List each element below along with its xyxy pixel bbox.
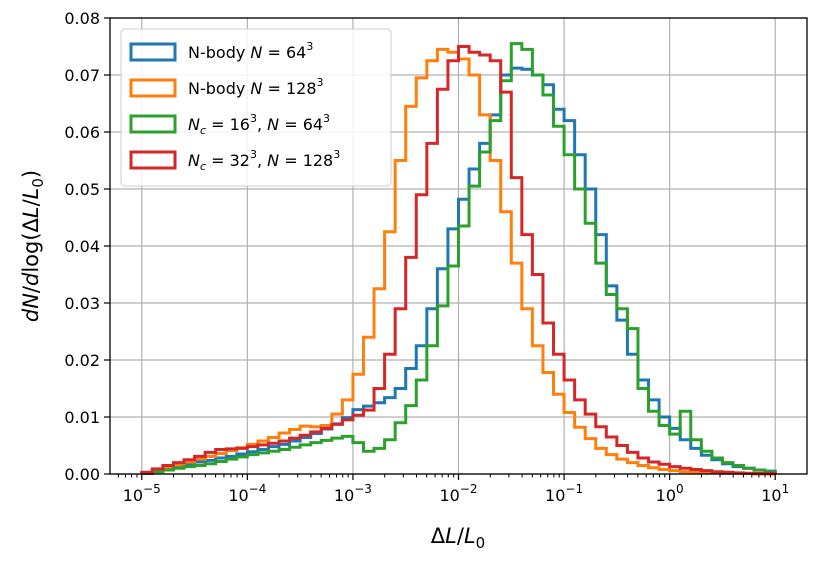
y-tick-label: 0.07 bbox=[64, 66, 100, 85]
x-tick-label: 10−1 bbox=[545, 482, 583, 505]
series-3-step-line bbox=[140, 42, 777, 475]
legend-swatch-4 bbox=[129, 150, 177, 170]
legend-label-4: Nc = 323, N = 1283 bbox=[188, 148, 340, 173]
x-tick-label: 100 bbox=[656, 482, 684, 505]
series-layer bbox=[140, 42, 777, 476]
legend-swatch-1 bbox=[129, 42, 177, 62]
y-tick-label: 0.08 bbox=[64, 9, 100, 28]
x-axis-title: ΔL/L0 bbox=[431, 524, 485, 552]
legend-swatch-3 bbox=[129, 114, 177, 134]
legend: N-body N = 643 N-body N = 1283 Nc = 163, N… bbox=[120, 28, 392, 187]
series-4-step-line bbox=[140, 45, 777, 475]
x-tick-label: 10−4 bbox=[228, 482, 266, 505]
y-tick-label: 0.03 bbox=[64, 294, 100, 313]
legend-label-3: Nc = 163, N = 643 bbox=[188, 112, 330, 137]
x-tick-label: 101 bbox=[761, 482, 789, 505]
grid-lines bbox=[110, 17, 807, 475]
y-axis-title: dN/dlog(ΔL/L0) bbox=[19, 170, 47, 322]
legend-label-1: N-body N = 643 bbox=[188, 40, 313, 62]
x-tick-label: 10−5 bbox=[123, 482, 161, 505]
x-tick-label: 10−3 bbox=[334, 482, 372, 505]
y-tick-label: 0.06 bbox=[64, 123, 100, 142]
legend-box bbox=[120, 28, 392, 187]
ticks: 10−5 10−4 10−3 10−2 10−1 100 101 0.00 0.01 0.02 0.… bbox=[64, 9, 789, 505]
legend-label-2: N-body N = 1283 bbox=[188, 76, 324, 98]
y-tick-label: 0.04 bbox=[64, 237, 100, 256]
x-tick-label: 10−2 bbox=[439, 482, 477, 505]
y-tick-label: 0.01 bbox=[64, 408, 100, 427]
legend-swatch-2 bbox=[129, 78, 177, 98]
y-tick-label: 0.05 bbox=[64, 180, 100, 199]
y-tick-label: 0.02 bbox=[64, 351, 100, 370]
y-tick-label: 0.00 bbox=[64, 465, 100, 484]
